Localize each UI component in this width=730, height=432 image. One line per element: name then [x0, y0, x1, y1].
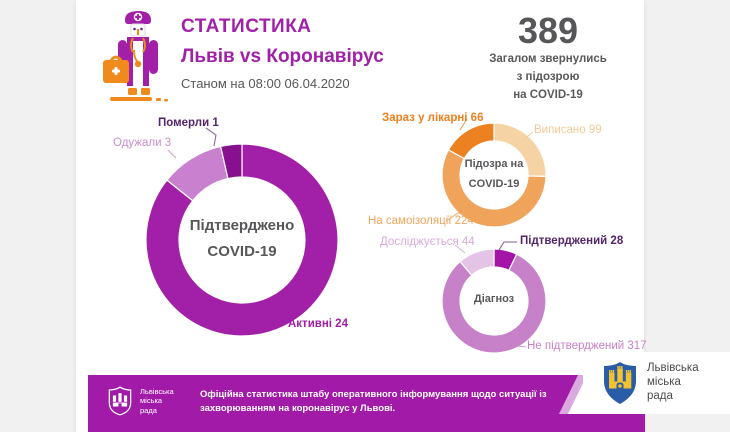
total-caption-line2: з підозрою — [516, 71, 580, 84]
total-value: 389 — [517, 10, 579, 51]
total-block: 389 Загалом звернулись з підозрою на COV… — [488, 10, 608, 105]
label-diagnosis-confirmed: Підтверджений 28 — [520, 235, 624, 247]
total-caption-line1: Загалом звернулись — [489, 53, 607, 66]
label-diagnosis-not-confirmed: Не підтверджений 317 — [527, 340, 647, 352]
label-in-hospital: Зараз у лікарні 66 — [382, 112, 484, 124]
label-diagnosis-investigating: Досліджується 44 — [380, 236, 475, 248]
donut-slice — [459, 248, 495, 277]
footer-logo-text: Львівська міська рада — [140, 386, 174, 415]
lviv-crest-shield-icon — [604, 362, 636, 404]
footer-logo: Львівська міська рада — [108, 386, 174, 416]
label-deaths: Померли 1 — [158, 117, 219, 129]
confirmed-donut-chart — [145, 143, 339, 337]
corner-logo: Львівська міська рада — [583, 352, 730, 414]
suspicion-donut-chart — [441, 122, 547, 228]
header: СТАТИСТИКА Львів vs Коронавірус Станом н… — [181, 16, 384, 91]
corner-logo-text: Львівська міська рада — [647, 362, 699, 402]
donut-slice — [441, 253, 547, 354]
diagnosis-donut-center-label: Діагноз — [473, 293, 515, 305]
total-caption-line3: на COVID-19 — [513, 89, 583, 102]
date-line: Станом на 08:00 06.04.2020 — [181, 76, 350, 91]
doctor-icon — [103, 11, 168, 102]
label-active: Активні 24 — [288, 318, 348, 330]
confirmed-donut-center-label: Підтверджено COVID-19 — [189, 217, 295, 261]
footer-disclaimer: Офіційна статистика штабу оперативного і… — [200, 389, 547, 415]
donut-slice — [441, 149, 547, 228]
label-recovered: Одужали 3 — [113, 137, 172, 149]
page-title: СТАТИСТИКА — [181, 16, 312, 37]
donut-slice — [145, 143, 339, 337]
label-self-isolation: На самоізоляції 224 — [368, 215, 474, 227]
suspicion-donut-center-label: Підозра на COVID-19 — [464, 158, 524, 190]
lviv-crest-outline-icon — [108, 386, 132, 416]
label-discharged: Виписано 99 — [534, 124, 602, 136]
page-subtitle: Львів vs Коронавірус — [181, 46, 384, 67]
donut-slice — [219, 143, 243, 180]
footer-bottom-strip — [500, 414, 645, 432]
donut-slice — [447, 122, 495, 160]
